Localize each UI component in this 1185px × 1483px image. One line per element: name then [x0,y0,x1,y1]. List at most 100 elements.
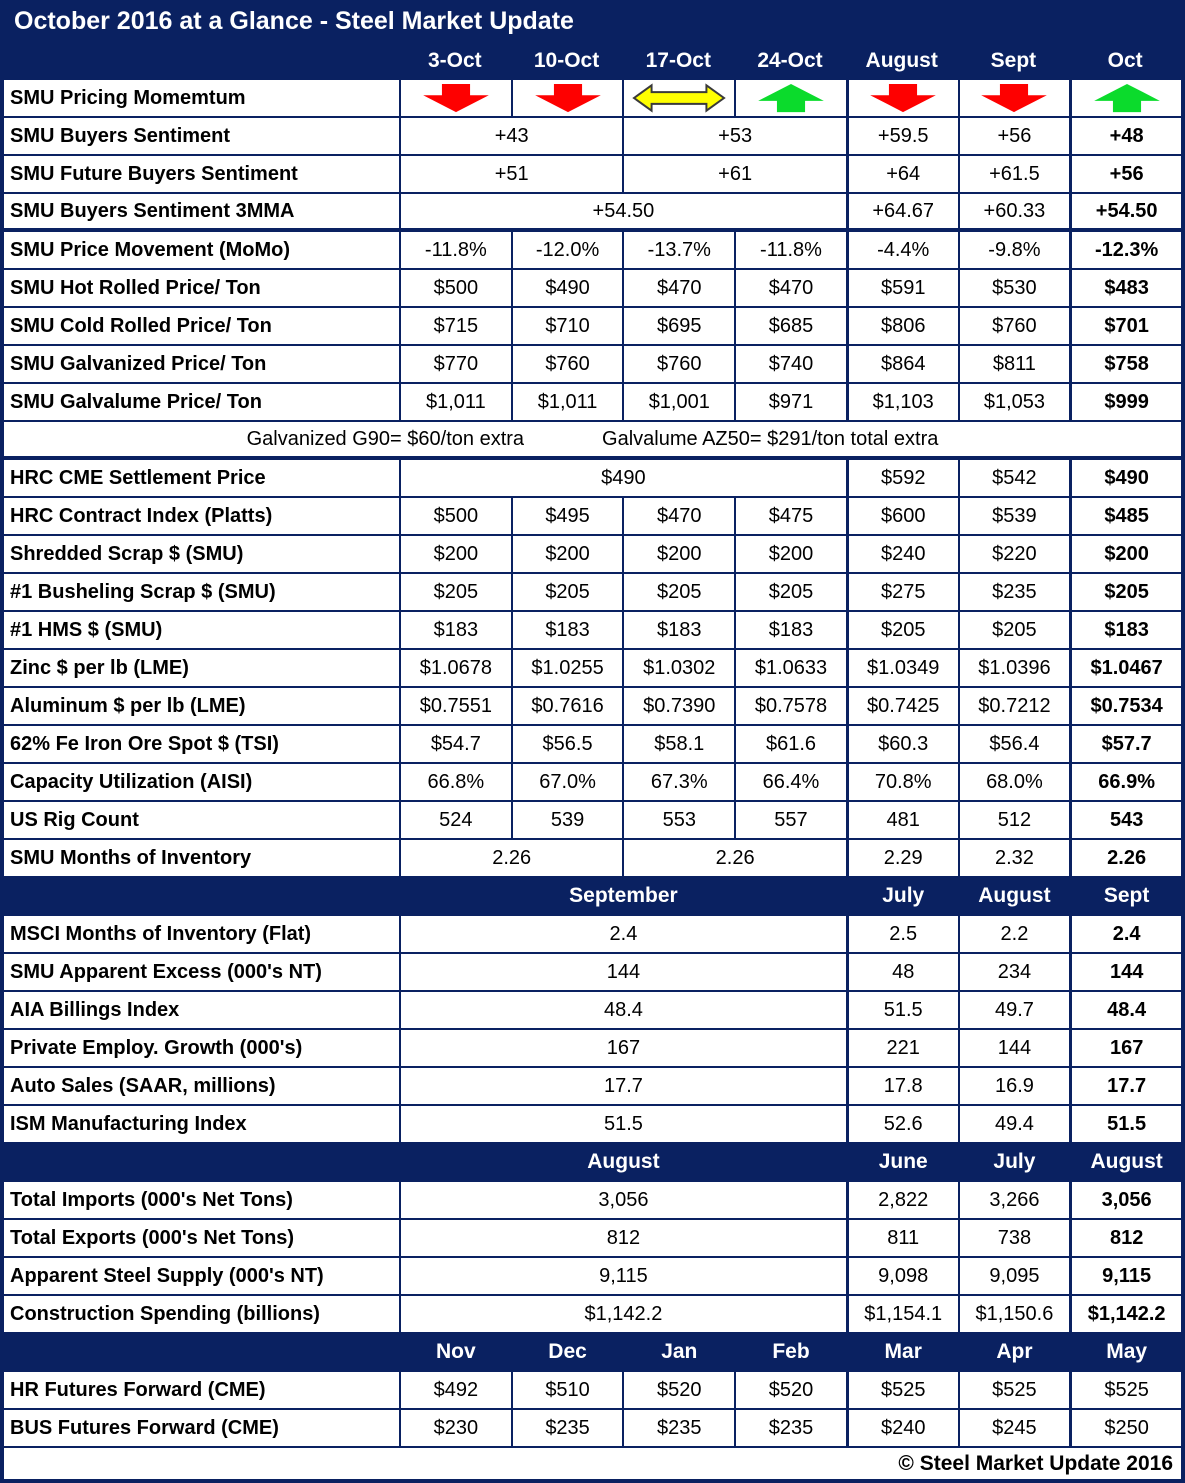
down-arrow-icon [399,80,511,116]
value-cell: $520 [622,1372,734,1408]
value-cell: $61.6 [734,726,846,762]
up-arrow-icon [734,80,846,116]
row-label: HRC CME Settlement Price [10,466,266,489]
value-cell: $542 [957,460,1070,496]
value-cell: $183 [1069,612,1181,648]
row-label: SMU Future Buyers Sentiment [10,162,298,185]
value-cell: 17.8 [845,1068,958,1104]
table-row: Shredded Scrap $ (SMU) $200 $200 $200 $200 $2… [4,536,1181,574]
value-cell: 66.4% [734,764,846,800]
table-row: BUS Futures Forward (CME) $230 $235 $235 $23… [4,1410,1181,1448]
value-cell: $760 [510,346,623,382]
value-cell: 9,115 [399,1258,846,1294]
value-cell: 2.26 [399,840,622,876]
value-cell: $60.3 [845,726,958,762]
value-cell: $999 [1069,384,1181,420]
value-cell: $240 [845,1410,958,1446]
section-period-header: May [1069,1334,1181,1370]
column-header: 10-Oct [533,49,600,72]
value-cell: 553 [622,802,734,838]
value-cell: 17.7 [1069,1068,1181,1104]
value-cell: $492 [399,1372,511,1408]
row-label: HR Futures Forward (CME) [10,1378,266,1401]
value-cell: 48.4 [399,992,846,1028]
value-cell: $1,011 [399,384,511,420]
table-row: Total Exports (000's Net Tons) 812 811 738 8… [4,1220,1181,1258]
value-cell: $1,001 [622,384,734,420]
value-cell: $1.0302 [622,650,734,686]
value-cell: +54.50 [1069,194,1181,228]
value-cell: $56.5 [510,726,623,762]
table-row: #1 Busheling Scrap $ (SMU) $205 $205 $205 $2… [4,574,1181,612]
value-cell: $758 [1069,346,1181,382]
value-cell: $250 [1069,1410,1181,1446]
value-cell: 67.3% [622,764,734,800]
value-cell: $510 [510,1372,623,1408]
note-row: Galvanized G90= $60/ton extra Galvalume A… [4,422,1181,460]
value-cell: $525 [1069,1372,1181,1408]
footer: © Steel Market Update 2016 [4,1448,1181,1479]
page-title: October 2016 at a Glance - Steel Market … [14,6,574,35]
note-cell: Galvanized G90= $60/ton extra Galvalume A… [4,422,1181,456]
value-cell: 543 [1069,802,1181,838]
value-cell: $1.0467 [1069,650,1181,686]
value-cell: $525 [957,1372,1070,1408]
value-cell: 51.5 [399,1106,846,1142]
column-header: August [865,49,938,72]
value-cell: $591 [845,270,958,306]
row-label: US Rig Count [10,808,139,831]
value-cell: -12.3% [1069,232,1181,268]
section-period-header: August [957,878,1070,914]
value-cell: $760 [957,308,1070,344]
value-cell: $57.7 [1069,726,1181,762]
row-label: #1 Busheling Scrap $ (SMU) [10,580,276,603]
table-row: SMU Galvalume Price/ Ton $1,011 $1,011 $1,0… [4,384,1181,422]
table-row: Aluminum $ per lb (LME) $0.7551 $0.7616 $0.… [4,688,1181,726]
table-row: Zinc $ per lb (LME) $1.0678 $1.0255 $1.0302… [4,650,1181,688]
value-cell: 70.8% [845,764,958,800]
value-cell: -12.0% [510,232,623,268]
value-cell: 2.29 [845,840,958,876]
value-cell: $0.7551 [399,688,511,724]
value-cell: $1.0633 [734,650,846,686]
value-cell: $220 [957,536,1070,572]
value-cell: $1.0255 [510,650,623,686]
value-cell: 2.4 [1069,916,1181,952]
value-cell: +64.67 [845,194,958,228]
table-rows-container: SMU Pricing Momemtum SMU Buyers Sentiment… [4,80,1181,1448]
table-row: Construction Spending (billions) $1,142.2… [4,1296,1181,1334]
value-cell: 3,056 [1069,1182,1181,1218]
value-cell: 66.9% [1069,764,1181,800]
value-cell: $770 [399,346,511,382]
column-header: 24-Oct [757,49,823,72]
table-row: Capacity Utilization (AISI) 66.8% 67.0% 67.… [4,764,1181,802]
table-row: AIA Billings Index 48.4 51.5 49.7 48.4 [4,992,1181,1030]
value-cell: 68.0% [957,764,1070,800]
value-cell: $1,053 [957,384,1070,420]
value-cell: $240 [845,536,958,572]
section-header-row: Nov Dec Jan Feb Mar Apr May [4,1334,1181,1372]
value-cell: 812 [1069,1220,1181,1256]
row-label: Auto Sales (SAAR, millions) [10,1074,276,1097]
row-label: AIA Billings Index [10,998,180,1021]
value-cell: $490 [1069,460,1181,496]
value-cell: $183 [399,612,511,648]
value-cell: $58.1 [622,726,734,762]
table-row: SMU Galvanized Price/ Ton $770 $760 $760 $74… [4,346,1181,384]
title-bar: October 2016 at a Glance - Steel Market … [4,0,1181,42]
value-cell: $230 [399,1410,511,1446]
value-cell: $1,150.6 [957,1296,1070,1332]
value-cell: $715 [399,308,511,344]
value-cell: 49.4 [957,1106,1070,1142]
value-cell: $695 [622,308,734,344]
value-cell: +59.5 [845,118,958,154]
value-cell: 144 [957,1030,1070,1066]
row-label: SMU Buyers Sentiment 3MMA [10,199,295,222]
value-cell: $183 [510,612,623,648]
table-row: HRC Contract Index (Platts) $500 $495 $470 $… [4,498,1181,536]
section-label-spacer [4,1144,399,1180]
value-cell: $483 [1069,270,1181,306]
value-cell: $1,142.2 [1069,1296,1181,1332]
value-cell: $275 [845,574,958,610]
value-cell: +56 [957,118,1070,154]
